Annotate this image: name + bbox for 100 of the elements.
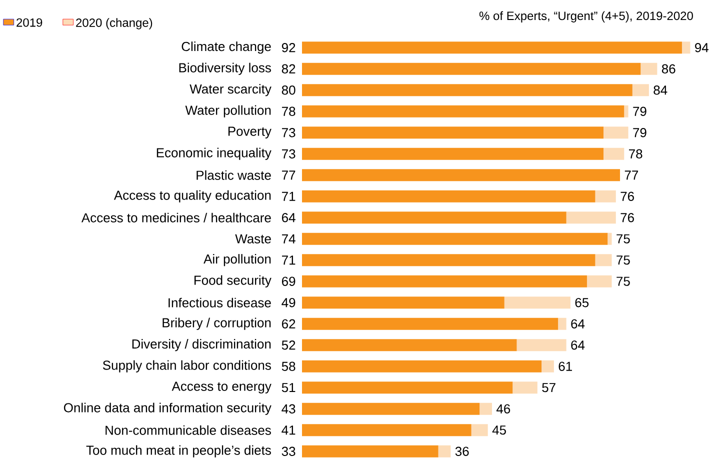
bar <box>302 232 608 245</box>
bar <box>516 339 566 352</box>
y-tick-label: Non-communicable diseases <box>106 425 271 435</box>
data-label: 62 <box>282 319 296 328</box>
total-label: 75 <box>616 256 630 265</box>
bar <box>558 318 566 330</box>
bar <box>302 212 566 224</box>
bar <box>632 84 649 96</box>
bar <box>302 148 604 160</box>
y-tick-label: Access to quality education <box>114 190 271 202</box>
bar <box>302 62 641 75</box>
y-tick-label: Climate change <box>182 42 271 54</box>
total-label: 76 <box>620 213 634 222</box>
bar <box>595 254 612 266</box>
bar <box>302 424 472 436</box>
bar <box>302 402 480 415</box>
total-label: 57 <box>542 383 556 392</box>
total-label: 77 <box>624 170 638 180</box>
y-tick-label: Diversity / discrimination <box>132 339 271 352</box>
bar <box>438 445 451 458</box>
total-label: 46 <box>496 404 510 414</box>
bar <box>302 254 596 266</box>
data-label: 78 <box>282 106 296 116</box>
y-tick-label: Plastic waste <box>196 170 271 180</box>
bar <box>480 402 492 415</box>
legend-label: 2020 (change) <box>76 18 152 30</box>
bar <box>542 360 554 372</box>
data-label: 71 <box>282 256 296 265</box>
y-tick-label: Economic inequality <box>156 148 272 160</box>
data-label: 82 <box>282 64 296 74</box>
bar <box>471 424 488 436</box>
total-label: 79 <box>633 106 646 116</box>
bar <box>302 42 682 54</box>
chart-title: % of Experts, “Urgent” (4+5), 2019-2020 <box>479 11 693 22</box>
y-tick-label: Infectious disease <box>168 298 271 308</box>
data-label: 49 <box>282 298 296 308</box>
bar <box>302 126 604 139</box>
bar <box>302 318 558 330</box>
y-tick-label: Air pollution <box>204 254 271 266</box>
y-tick-label: Poverty <box>228 126 272 138</box>
data-label: 73 <box>282 149 296 158</box>
y-tick-label: Access to energy <box>172 382 272 394</box>
data-label: 43 <box>282 404 296 414</box>
data-label: 41 <box>282 426 296 435</box>
data-label: 33 <box>282 446 296 456</box>
total-label: 75 <box>616 276 630 286</box>
bar <box>608 232 612 245</box>
bar <box>302 84 632 96</box>
bar <box>302 190 596 202</box>
total-label: 65 <box>575 298 589 308</box>
total-label: 36 <box>455 446 469 456</box>
data-label: 58 <box>282 362 296 371</box>
total-label: 94 <box>695 43 709 52</box>
bar <box>603 126 628 139</box>
data-label: 73 <box>282 128 296 138</box>
data-label: 52 <box>282 340 296 350</box>
bar <box>595 190 616 202</box>
total-label: 61 <box>558 362 572 371</box>
data-label: 80 <box>282 86 296 95</box>
bar <box>302 105 624 118</box>
y-tick-label: Water scarcity <box>190 84 272 96</box>
bar <box>640 62 658 75</box>
bar <box>512 382 538 394</box>
data-label: 74 <box>282 234 296 244</box>
bar <box>302 275 587 288</box>
bar <box>566 212 616 224</box>
total-label: 64 <box>571 340 585 350</box>
data-label: 71 <box>282 192 296 201</box>
y-tick-label: Access to medicines / healthcare <box>81 212 271 222</box>
total-label: 86 <box>662 64 676 74</box>
y-tick-label: Online data and information security <box>64 402 272 415</box>
y-tick-label: Supply chain labor conditions <box>102 360 271 372</box>
data-label: 69 <box>282 276 296 286</box>
data-label: 64 <box>282 213 296 222</box>
y-tick-label: Bribery / corruption <box>162 318 271 330</box>
total-label: 84 <box>654 86 668 95</box>
bar <box>302 339 517 352</box>
total-label: 76 <box>620 192 634 201</box>
y-tick-label: Food security <box>194 275 272 288</box>
data-label: 51 <box>282 383 296 392</box>
bar <box>603 148 624 160</box>
bar <box>624 105 628 118</box>
bar <box>302 360 542 372</box>
bar <box>504 296 570 309</box>
total-label: 79 <box>633 128 646 138</box>
bar <box>682 42 690 54</box>
bar <box>302 445 438 458</box>
bar <box>302 169 620 182</box>
total-label: 45 <box>492 426 506 435</box>
data-label: 92 <box>282 43 296 52</box>
total-label: 64 <box>571 319 585 328</box>
bar <box>302 296 504 309</box>
bar <box>586 275 612 288</box>
legend-label: 2019 <box>16 18 42 27</box>
total-label: 75 <box>616 234 630 244</box>
data-label: 77 <box>282 170 296 180</box>
y-tick-label: Too much meat in people’s diets <box>86 445 271 458</box>
total-label: 78 <box>629 149 642 158</box>
y-tick-label: Waste <box>235 234 271 244</box>
y-tick-label: Water pollution <box>185 105 271 118</box>
